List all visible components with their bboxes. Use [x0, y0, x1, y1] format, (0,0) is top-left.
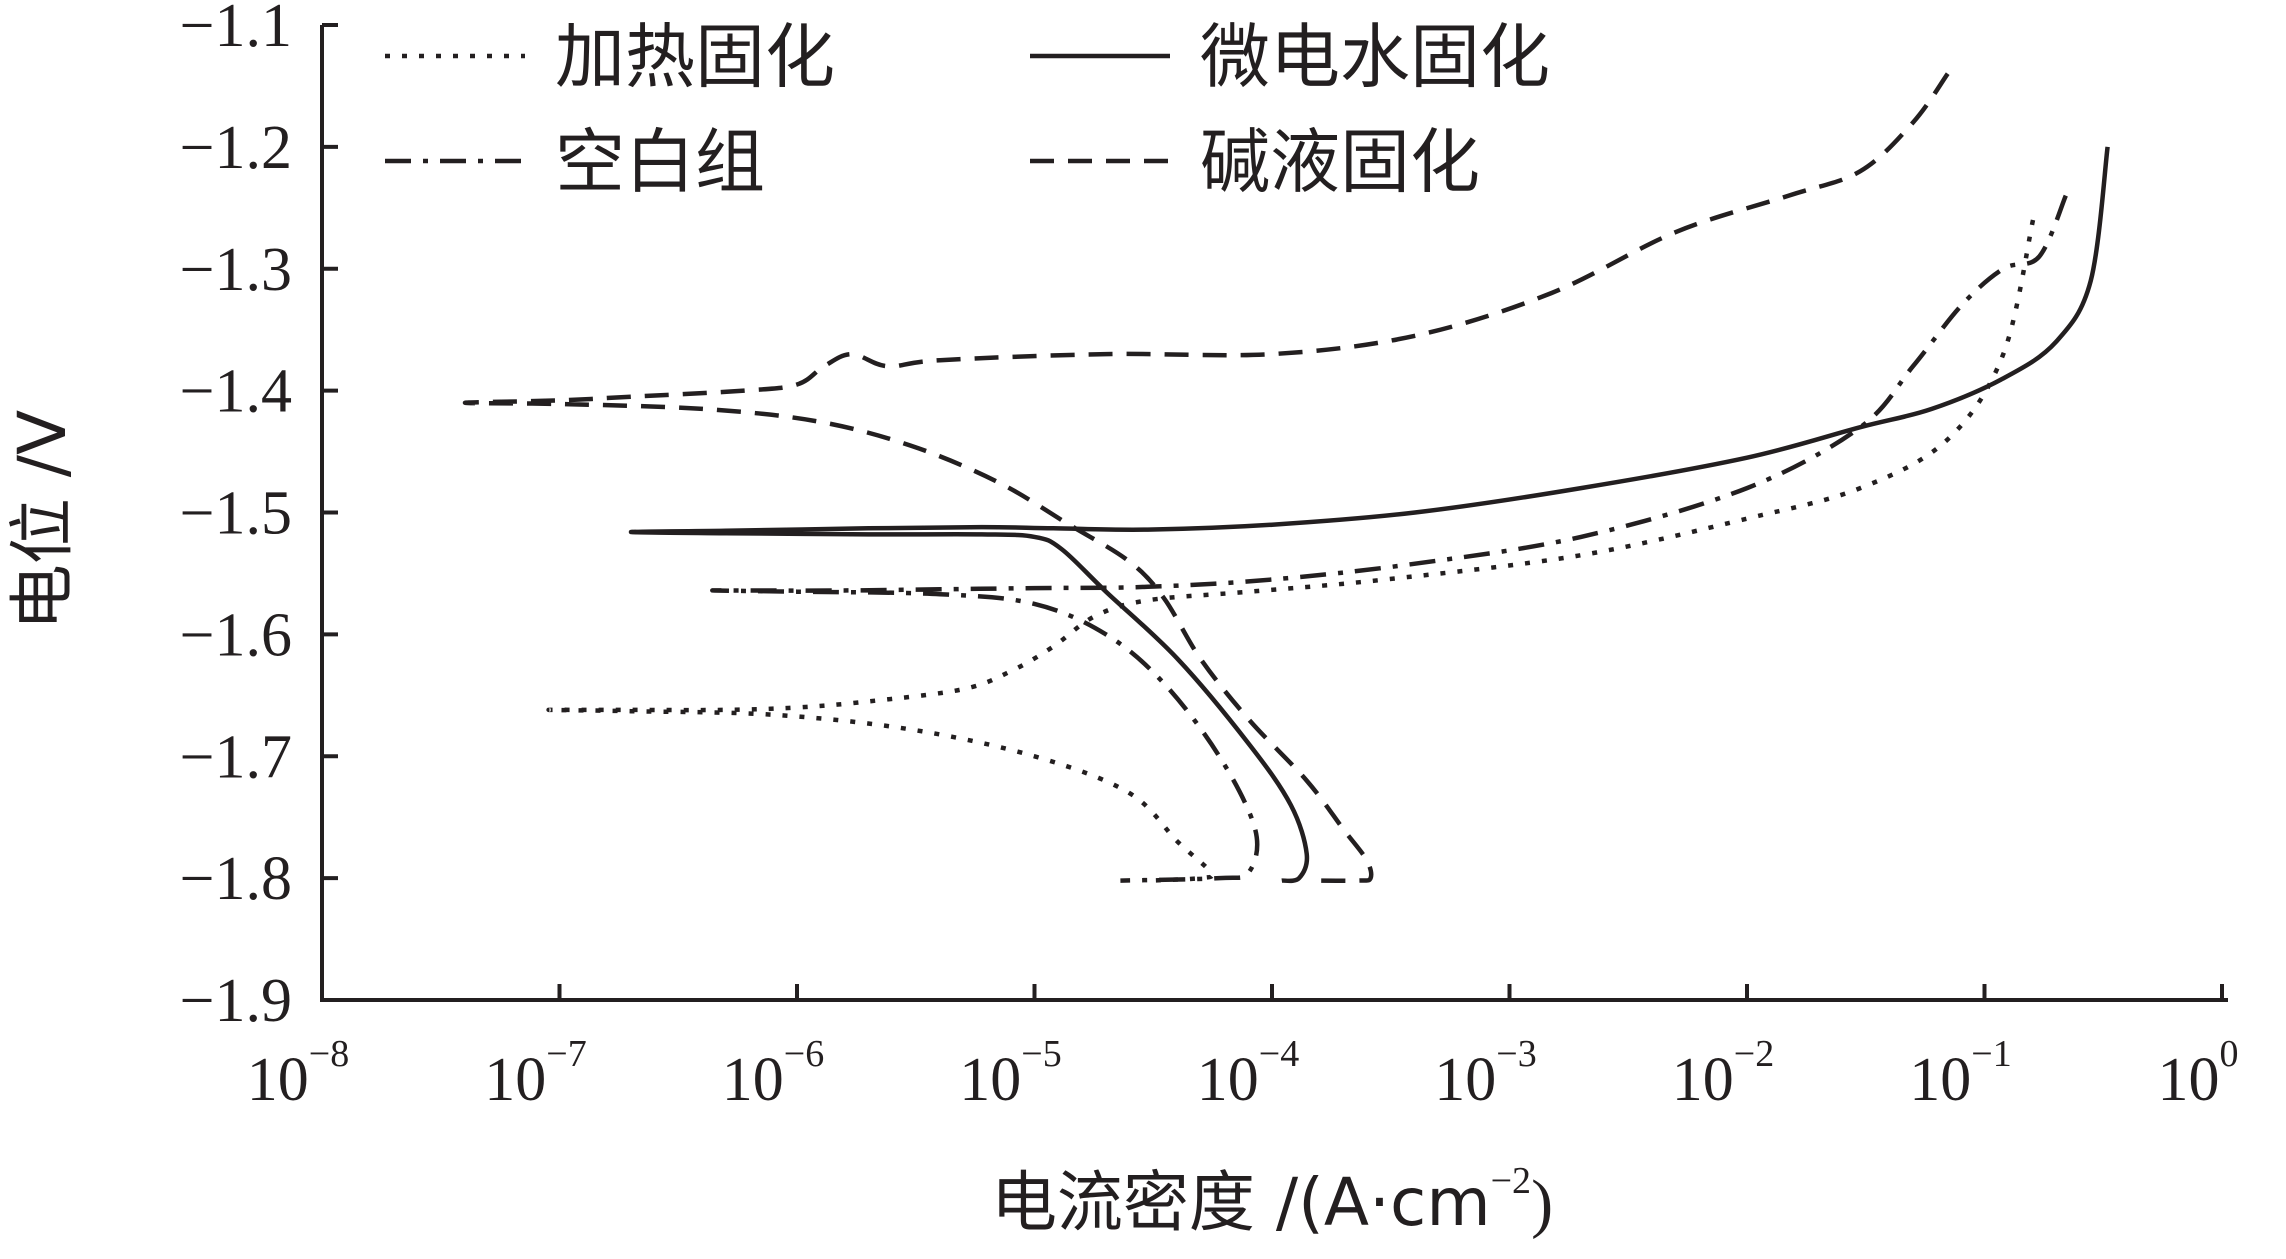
x-tick-base: 10 — [484, 1046, 546, 1114]
x-tick-base: 10 — [2158, 1046, 2220, 1114]
y-tick-label: −1.9 — [180, 967, 292, 1035]
y-ticks: −1.1 −1.2 −1.3 −1.4 −1.5 −1.6 −1.7 −1.8 −1.9 — [180, 0, 338, 1035]
x-tick-label: 10−3 — [1434, 1033, 1536, 1114]
x-tick-base: 10 — [1197, 1046, 1259, 1114]
y-tick-label: −1.6 — [180, 601, 292, 669]
y-tick-label: −1.1 — [180, 0, 292, 60]
x-axis-title-close: ) — [1531, 1167, 1553, 1240]
x-ticks: 10−8 10−7 10−6 10−5 10−4 10−3 10−2 10−1 100 — [247, 984, 2239, 1114]
y-tick-label: −1.5 — [180, 480, 292, 548]
x-axis-title-superscript: −2 — [1491, 1160, 1531, 1202]
x-tick-exponent: −2 — [1734, 1033, 1774, 1075]
series-line-1 — [628, 146, 2110, 884]
legend-label: 微电水固化 — [1200, 16, 1550, 98]
series-layer — [462, 72, 2110, 884]
x-tick-label: 10−8 — [247, 1033, 349, 1114]
x-tick-label: 10−5 — [959, 1033, 1061, 1114]
legend-label: 碱液固化 — [1200, 121, 1480, 203]
x-tick-exponent: −8 — [309, 1033, 349, 1075]
x-tick-label: 10−1 — [1909, 1033, 2011, 1114]
x-tick-base: 10 — [722, 1046, 784, 1114]
x-tick-exponent: −7 — [546, 1033, 586, 1075]
series-line-0 — [546, 219, 2036, 883]
x-tick-base: 10 — [959, 1046, 1021, 1114]
y-tick-label: −1.4 — [180, 358, 292, 426]
y-tick-label: −1.2 — [180, 114, 292, 182]
x-tick-exponent: −1 — [1971, 1033, 2011, 1075]
x-tick-label: 10−6 — [722, 1033, 824, 1114]
x-tick-exponent: −3 — [1496, 1033, 1536, 1075]
x-tick-exponent: 0 — [2220, 1033, 2239, 1075]
x-tick-base: 10 — [1672, 1046, 1734, 1114]
x-tick-label: 10−2 — [1672, 1033, 1774, 1114]
series-line-2 — [710, 194, 2068, 883]
x-axis-title: 电流密度 /(A·cm−2) — [991, 1160, 1553, 1241]
x-axis-title-main: 电流密度 /(A·cm — [991, 1164, 1491, 1241]
y-tick-label: −1.7 — [180, 723, 292, 791]
x-tick-base: 10 — [247, 1046, 309, 1114]
x-tick-base: 10 — [1434, 1046, 1496, 1114]
x-tick-base: 10 — [1909, 1046, 1971, 1114]
legend-label: 加热固化 — [555, 16, 835, 98]
x-tick-label: 10−4 — [1197, 1033, 1299, 1114]
y-tick-label: −1.8 — [180, 845, 292, 913]
series-line-3 — [462, 72, 1950, 884]
y-tick-label: −1.3 — [180, 236, 292, 304]
legend-label: 空白组 — [555, 121, 765, 203]
x-tick-exponent: −4 — [1259, 1033, 1299, 1075]
x-tick-exponent: −5 — [1021, 1033, 1061, 1075]
y-axis-title: 电位 /V — [4, 410, 81, 630]
x-tick-label: 10−7 — [484, 1033, 586, 1114]
x-tick-exponent: −6 — [784, 1033, 824, 1075]
x-tick-label: 100 — [2158, 1033, 2239, 1114]
